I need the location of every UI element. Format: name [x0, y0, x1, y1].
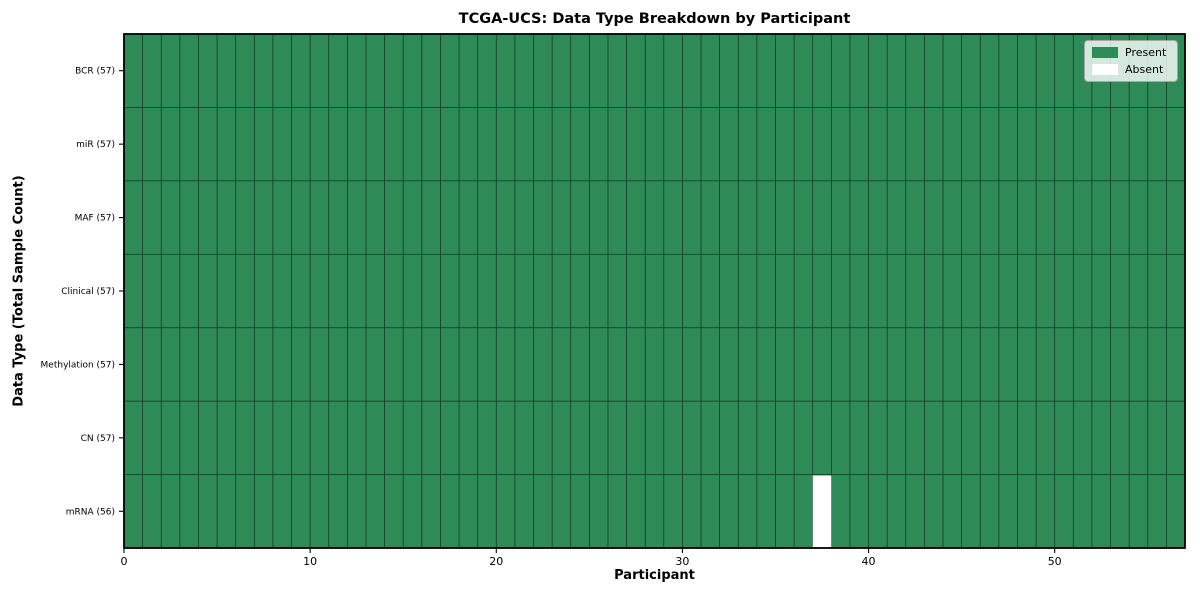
- x-tick-label: 10: [303, 555, 317, 568]
- y-tick-label: mRNA (56): [66, 507, 115, 517]
- x-tick-label: 20: [489, 555, 503, 568]
- chart-title: TCGA-UCS: Data Type Breakdown by Partici…: [458, 11, 851, 27]
- y-tick-label: CN (57): [81, 434, 115, 444]
- y-axis-ticks: BCR (57) miR (57) MAF (57) Clinical (57) Met…: [41, 67, 123, 517]
- x-tick-label: 30: [675, 555, 689, 568]
- legend-item-absent: Absent: [1092, 63, 1169, 76]
- legend-swatch-absent-icon: [1092, 64, 1118, 75]
- legend: Present Absent: [1084, 40, 1178, 82]
- x-axis-ticks: 0 10 20 30 40 50: [121, 549, 1062, 568]
- y-tick-label: Methylation (57): [41, 360, 115, 370]
- legend-swatch-present-icon: [1092, 47, 1118, 58]
- x-tick-label: 40: [862, 555, 876, 568]
- legend-item-present: Present: [1092, 46, 1169, 59]
- x-tick-label: 50: [1048, 555, 1062, 568]
- x-tick-label: 0: [121, 555, 128, 568]
- present-cells-background: [124, 34, 1185, 548]
- y-tick-label: BCR (57): [75, 67, 115, 77]
- cell-gridlines: [124, 34, 1185, 548]
- x-axis-label: Participant: [614, 568, 695, 583]
- y-tick-label: miR (57): [76, 140, 115, 150]
- absent-cell: [812, 475, 832, 548]
- legend-label-present: Present: [1125, 46, 1167, 59]
- y-tick-label: MAF (57): [75, 214, 115, 224]
- legend-label-absent: Absent: [1125, 63, 1164, 76]
- plot-border: [123, 33, 1186, 549]
- y-tick-label: Clinical (57): [61, 287, 115, 297]
